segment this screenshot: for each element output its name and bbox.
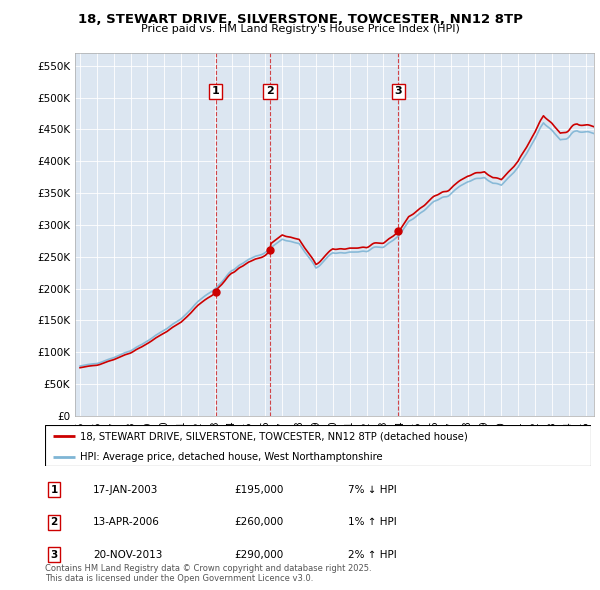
Text: £260,000: £260,000	[234, 517, 283, 527]
Text: £195,000: £195,000	[234, 485, 283, 494]
Text: 1% ↑ HPI: 1% ↑ HPI	[348, 517, 397, 527]
Text: 1: 1	[212, 86, 220, 96]
Text: 1: 1	[50, 485, 58, 494]
Text: 2% ↑ HPI: 2% ↑ HPI	[348, 550, 397, 559]
Text: HPI: Average price, detached house, West Northamptonshire: HPI: Average price, detached house, West…	[80, 452, 383, 462]
Text: Price paid vs. HM Land Registry's House Price Index (HPI): Price paid vs. HM Land Registry's House …	[140, 24, 460, 34]
Text: 18, STEWART DRIVE, SILVERSTONE, TOWCESTER, NN12 8TP: 18, STEWART DRIVE, SILVERSTONE, TOWCESTE…	[77, 13, 523, 26]
Text: Contains HM Land Registry data © Crown copyright and database right 2025.
This d: Contains HM Land Registry data © Crown c…	[45, 563, 371, 583]
Text: 18, STEWART DRIVE, SILVERSTONE, TOWCESTER, NN12 8TP (detached house): 18, STEWART DRIVE, SILVERSTONE, TOWCESTE…	[80, 431, 468, 441]
Text: 3: 3	[50, 550, 58, 559]
Text: 13-APR-2006: 13-APR-2006	[93, 517, 160, 527]
Text: 7% ↓ HPI: 7% ↓ HPI	[348, 485, 397, 494]
Text: £290,000: £290,000	[234, 550, 283, 559]
Text: 20-NOV-2013: 20-NOV-2013	[93, 550, 163, 559]
Text: 2: 2	[266, 86, 274, 96]
Text: 3: 3	[395, 86, 402, 96]
Text: 17-JAN-2003: 17-JAN-2003	[93, 485, 158, 494]
Text: 2: 2	[50, 517, 58, 527]
